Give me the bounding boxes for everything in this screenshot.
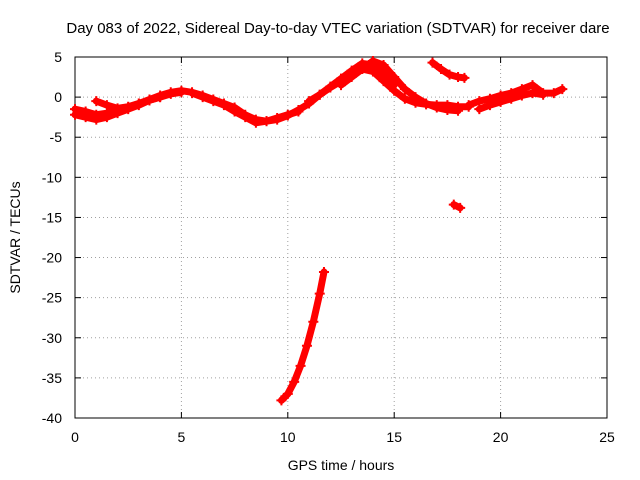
- data-point: [112, 103, 123, 114]
- data-point: [304, 96, 315, 107]
- data-point: [436, 64, 447, 75]
- grid: [75, 57, 607, 418]
- data-point: [506, 93, 517, 104]
- data-point: [455, 202, 466, 213]
- data-point: [453, 105, 464, 116]
- data-point: [176, 87, 187, 98]
- series-track-e: [305, 65, 473, 111]
- data-point: [101, 112, 112, 123]
- data-point: [389, 72, 400, 83]
- data-marks: [70, 56, 568, 406]
- data-point: [282, 388, 293, 399]
- data-point: [187, 88, 198, 99]
- data-point: [293, 106, 304, 117]
- x-tick-label: 5: [178, 429, 186, 445]
- data-point: [123, 101, 134, 112]
- data-point: [474, 104, 485, 115]
- x-axis: 0 5 10 15 20 25: [71, 57, 615, 445]
- y-tick-label: -20: [42, 250, 62, 266]
- y-tick-label: -35: [42, 370, 62, 386]
- y-axis-label: SDTVAR / TECUs: [7, 181, 23, 293]
- data-point: [336, 80, 346, 91]
- plot-frame: [74, 56, 608, 419]
- data-point: [346, 72, 357, 83]
- data-point: [229, 106, 240, 117]
- data-point: [389, 85, 400, 96]
- data-point: [484, 100, 495, 111]
- data-point: [516, 90, 527, 101]
- data-point: [80, 112, 91, 123]
- data-point: [133, 98, 144, 109]
- data-point: [399, 84, 410, 95]
- y-axis: 5 0 -5 -10 -15 -20 -25 -30 -35 -40: [42, 49, 607, 426]
- data-point: [378, 76, 389, 87]
- data-point: [410, 92, 421, 103]
- data-point: [289, 376, 300, 387]
- data-point: [399, 93, 410, 104]
- y-tick-label: -25: [42, 290, 62, 306]
- data-point: [165, 88, 176, 99]
- x-tick-label: 20: [493, 429, 509, 445]
- data-point: [325, 82, 336, 93]
- y-tick-label: -15: [42, 209, 62, 225]
- data-point: [272, 112, 283, 123]
- data-point: [421, 98, 432, 109]
- data-point: [208, 96, 219, 107]
- data-point: [301, 340, 312, 351]
- data-point: [276, 395, 287, 406]
- data-point: [378, 60, 389, 71]
- x-tick-label: 15: [386, 429, 402, 445]
- data-point: [427, 57, 438, 68]
- data-point: [367, 56, 378, 67]
- data-point: [261, 116, 272, 127]
- data-point: [444, 69, 455, 80]
- data-point: [218, 100, 229, 111]
- chart-title: Day 083 of 2022, Sidereal Day-to-day VTE…: [66, 20, 609, 37]
- data-point: [295, 360, 306, 371]
- data-point: [250, 117, 261, 128]
- data-point: [548, 88, 559, 99]
- y-tick-label: -30: [42, 330, 62, 346]
- data-point: [314, 89, 325, 100]
- data-point: [357, 64, 368, 75]
- data-point: [155, 92, 166, 103]
- data-point: [459, 72, 470, 83]
- data-point: [495, 96, 506, 107]
- data-point: [70, 109, 80, 120]
- data-point: [538, 89, 549, 100]
- data-point: [314, 288, 325, 299]
- y-tick-label: -40: [42, 410, 62, 426]
- y-tick-label: -10: [42, 169, 62, 185]
- data-point: [318, 266, 329, 277]
- data-point: [101, 100, 112, 111]
- data-point: [91, 114, 102, 125]
- y-tick-label: -5: [50, 129, 63, 145]
- data-point: [442, 104, 453, 115]
- data-point: [557, 84, 568, 95]
- data-point: [197, 92, 208, 103]
- data-point: [308, 316, 319, 327]
- data-point: [463, 100, 474, 111]
- x-axis-label: GPS time / hours: [288, 457, 395, 473]
- series-track-k: [277, 268, 328, 404]
- y-tick-label: 0: [54, 89, 62, 105]
- data-point: [282, 109, 293, 120]
- data-point: [431, 102, 442, 113]
- data-point: [367, 66, 378, 77]
- series-track-h: [465, 81, 566, 109]
- y-tick-label: 5: [54, 49, 62, 65]
- data-point: [448, 199, 459, 210]
- x-tick-label: 0: [71, 429, 79, 445]
- x-tick-label: 10: [280, 429, 296, 445]
- data-point: [91, 96, 102, 107]
- data-point: [144, 95, 155, 106]
- data-point: [527, 88, 538, 99]
- plot-border: [74, 56, 608, 419]
- data-point: [240, 112, 251, 123]
- x-tick-label: 25: [599, 429, 615, 445]
